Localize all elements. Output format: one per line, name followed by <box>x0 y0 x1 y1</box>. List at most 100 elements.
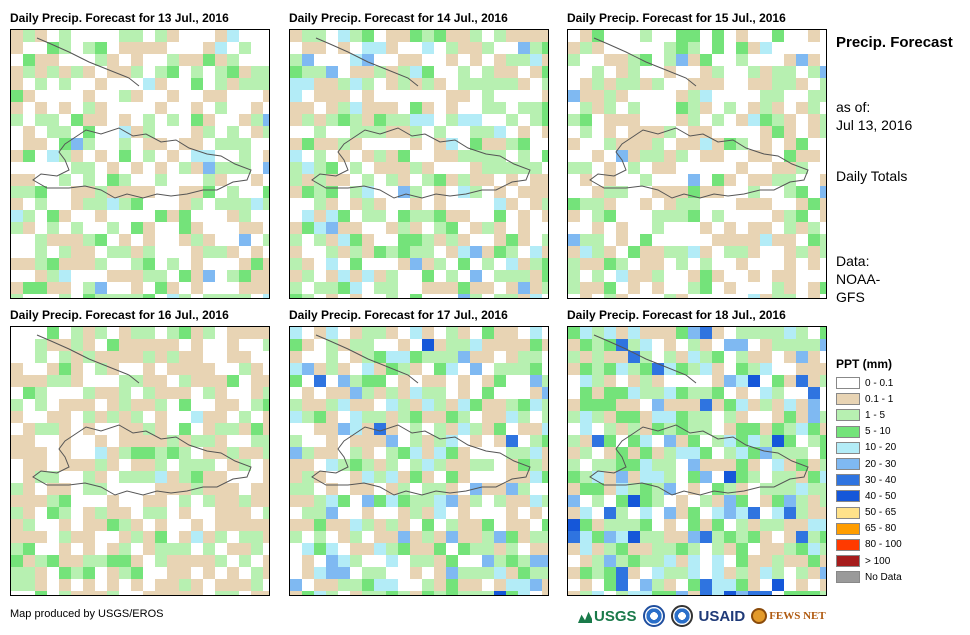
precip-cell <box>215 399 227 411</box>
precip-cell <box>820 90 826 102</box>
precip-cell <box>155 459 167 471</box>
precip-cell <box>47 375 59 387</box>
precip-cell <box>179 162 191 174</box>
precip-cell <box>518 411 530 423</box>
precip-cell <box>83 471 95 483</box>
precip-cell <box>350 579 362 591</box>
precip-cell <box>314 198 326 210</box>
precip-cell <box>784 126 796 138</box>
precip-cell <box>458 459 470 471</box>
precip-cell <box>143 234 155 246</box>
precip-cell <box>314 234 326 246</box>
precip-cell <box>628 399 640 411</box>
precip-cell <box>95 555 107 567</box>
precip-cell <box>820 66 826 78</box>
precip-cell <box>748 78 760 90</box>
precip-cell <box>314 282 326 294</box>
precip-cell <box>616 471 628 483</box>
precip-cell <box>434 435 446 447</box>
precip-cell <box>470 543 482 555</box>
precip-cell <box>616 399 628 411</box>
precip-cell <box>71 114 83 126</box>
precip-cell <box>386 555 398 567</box>
precip-cell <box>35 54 47 66</box>
precip-cell <box>119 42 131 54</box>
precip-cell <box>772 294 784 298</box>
precip-cell <box>107 222 119 234</box>
precip-cell <box>59 399 71 411</box>
precip-cell <box>808 102 820 114</box>
precip-cell <box>326 66 338 78</box>
precip-cell <box>362 363 374 375</box>
precip-cell <box>470 138 482 150</box>
precip-cell <box>470 294 482 298</box>
precip-cell <box>724 579 736 591</box>
precip-cell <box>808 351 820 363</box>
legend-item: 0 - 0.1 <box>836 375 902 391</box>
precip-cell <box>446 555 458 567</box>
precip-cell <box>47 555 59 567</box>
precip-cell <box>410 162 422 174</box>
precip-cell <box>131 186 143 198</box>
precip-cell <box>446 327 458 339</box>
precip-cell <box>338 234 350 246</box>
precip-cell <box>398 174 410 186</box>
precip-cell <box>796 198 808 210</box>
precip-cell <box>482 399 494 411</box>
precip-cell <box>179 387 191 399</box>
precip-cell <box>772 387 784 399</box>
precip-cell <box>11 258 23 270</box>
precip-cell <box>470 114 482 126</box>
precip-cell <box>700 495 712 507</box>
precip-cell <box>35 66 47 78</box>
precip-cell <box>688 447 700 459</box>
precip-cell <box>458 387 470 399</box>
precip-cell <box>664 387 676 399</box>
precip-cell <box>410 555 422 567</box>
precip-cell <box>410 387 422 399</box>
precip-cell <box>227 327 239 339</box>
precip-cell <box>592 186 604 198</box>
precip-cell <box>664 471 676 483</box>
precip-cell <box>542 150 548 162</box>
precip-cell <box>470 567 482 579</box>
precip-cell <box>326 351 338 363</box>
precip-cell <box>760 363 772 375</box>
precip-cell <box>736 339 748 351</box>
precip-cell <box>350 198 362 210</box>
precip-cell <box>664 411 676 423</box>
legend-label: 1 - 5 <box>865 409 886 421</box>
precip-cell <box>83 246 95 258</box>
precip-cell <box>203 54 215 66</box>
precip-cell <box>604 246 616 258</box>
precip-cell <box>59 126 71 138</box>
precip-cell <box>143 435 155 447</box>
precip-cell <box>326 270 338 282</box>
precip-cell <box>458 375 470 387</box>
precip-cell <box>628 483 640 495</box>
precip-cell <box>628 66 640 78</box>
precip-cell <box>700 270 712 282</box>
precip-cell <box>155 531 167 543</box>
precip-cell <box>784 411 796 423</box>
precip-cell <box>688 42 700 54</box>
precip-cell <box>518 54 530 66</box>
precip-cell <box>131 258 143 270</box>
precip-cell <box>398 387 410 399</box>
precip-cell <box>784 591 796 595</box>
precip-cell <box>664 459 676 471</box>
precip-cell <box>302 555 314 567</box>
precip-cell <box>580 339 592 351</box>
precip-cell <box>107 495 119 507</box>
precip-cell <box>482 387 494 399</box>
precip-cell <box>784 222 796 234</box>
precip-cell <box>748 174 760 186</box>
precip-cell <box>458 327 470 339</box>
precip-cell <box>604 351 616 363</box>
precip-cell <box>11 186 23 198</box>
precip-cell <box>326 579 338 591</box>
precip-cell <box>23 579 35 591</box>
precip-cell <box>263 234 269 246</box>
precip-cell <box>119 351 131 363</box>
precip-cell <box>59 411 71 423</box>
